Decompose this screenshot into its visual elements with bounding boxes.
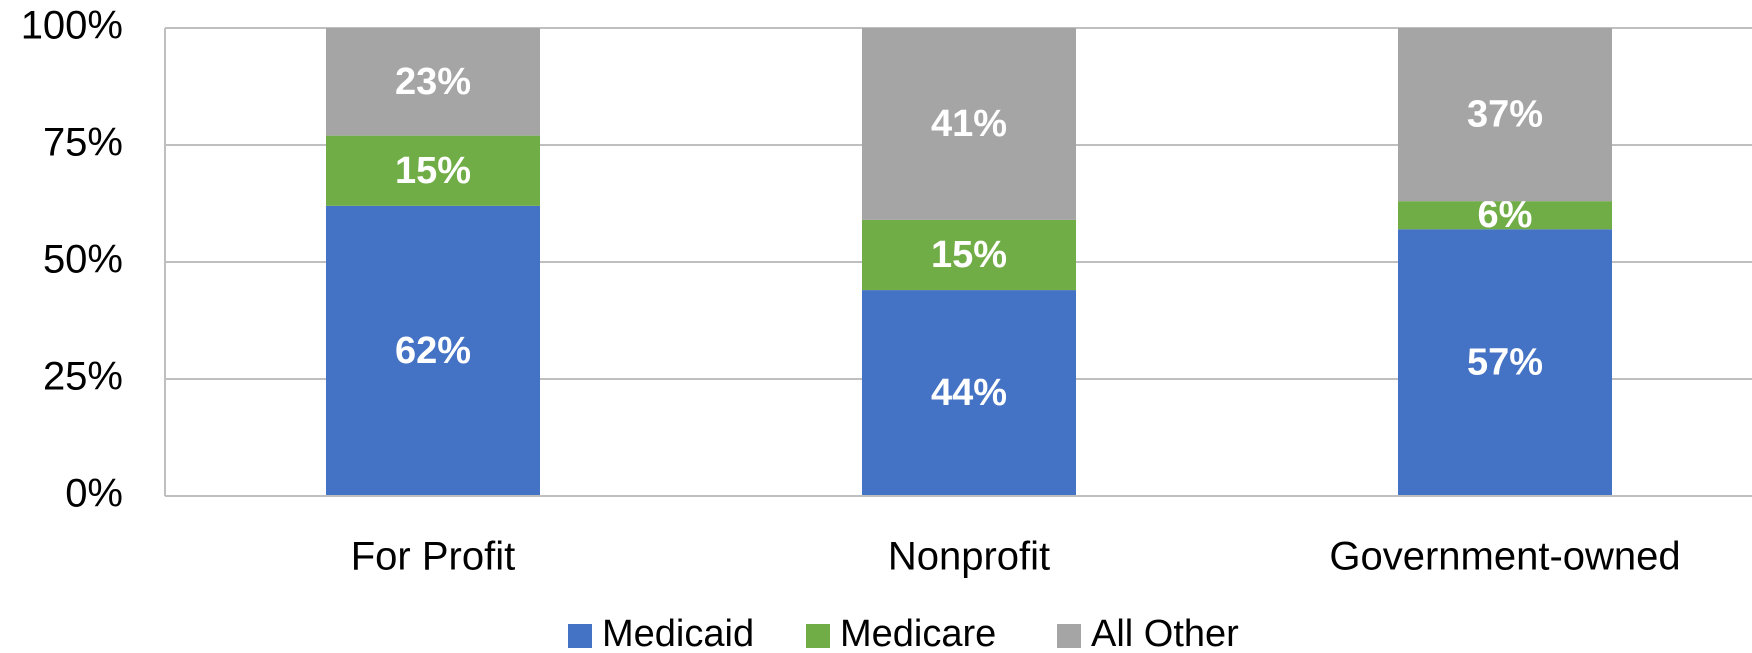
y-tick-label: 100%: [21, 4, 123, 48]
data-label: 37%: [1467, 94, 1543, 136]
bar-segment: [862, 219, 1076, 291]
x-tick-label: Nonprofit: [888, 535, 1050, 579]
bar-segment: [862, 28, 1076, 220]
data-label: 15%: [931, 234, 1007, 276]
bar-segment: [1398, 28, 1612, 202]
data-label: 62%: [395, 330, 471, 372]
legend-label: All Other: [1091, 613, 1239, 653]
y-tick-label: 50%: [43, 238, 123, 282]
x-tick-label: For Profit: [351, 535, 515, 579]
y-tick-label: 0%: [65, 472, 123, 516]
y-tick-label: 75%: [43, 121, 123, 165]
bar-segment: [862, 290, 1076, 496]
bar-segment: [326, 135, 540, 206]
legend-swatch: [568, 624, 592, 648]
data-label: 44%: [931, 372, 1007, 414]
bar-segment: [1398, 229, 1612, 497]
legend-label: Medicaid: [602, 613, 754, 653]
data-label: 23%: [395, 61, 471, 103]
data-label: 41%: [931, 103, 1007, 145]
bar-segment: [326, 28, 540, 136]
data-label: 6%: [1478, 194, 1533, 236]
data-label: 57%: [1467, 342, 1543, 384]
x-tick-label: Government-owned: [1329, 535, 1680, 579]
legend-label: Medicare: [840, 613, 996, 653]
legend-swatch: [1057, 624, 1081, 648]
bar-segment: [1398, 201, 1612, 230]
data-label: 15%: [395, 150, 471, 192]
legend-swatch: [806, 624, 830, 648]
y-tick-label: 25%: [43, 355, 123, 399]
bar-segment: [326, 205, 540, 496]
